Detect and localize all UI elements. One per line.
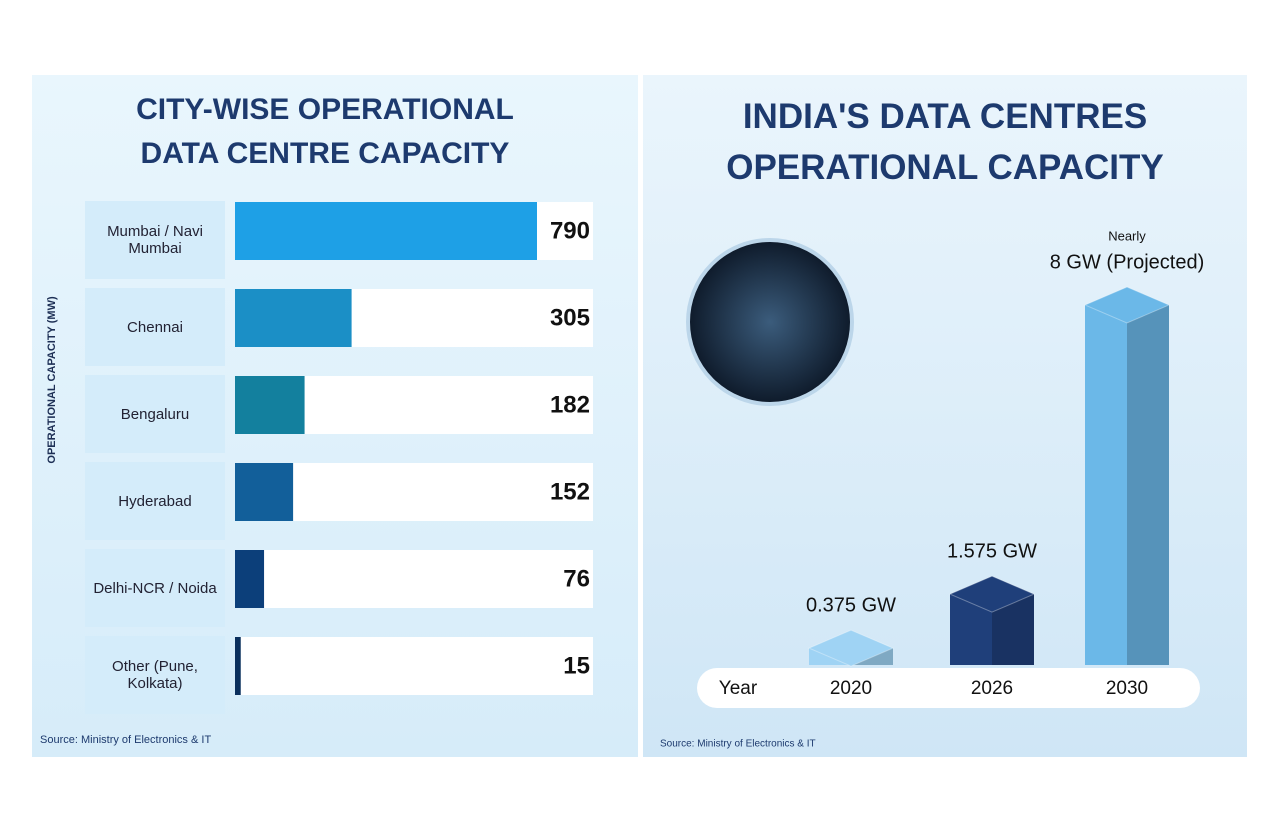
axis-label: Year — [719, 678, 758, 699]
value-label: 182 — [550, 391, 590, 418]
x-tick-label: 2030 — [1106, 678, 1148, 699]
chart-title: CITY-WISE OPERATIONAL DATA CENTRE CAPACI… — [136, 93, 514, 170]
bar — [235, 202, 537, 260]
bar — [807, 629, 895, 667]
bar-track — [235, 550, 593, 608]
bar-track — [235, 637, 593, 695]
bar-top — [807, 629, 895, 667]
value-label: 1.575 GW — [947, 540, 1037, 562]
value-label: 790 — [550, 217, 590, 244]
value-label: 305 — [550, 304, 590, 331]
bar — [948, 575, 1036, 665]
bar — [235, 289, 352, 347]
bar — [1083, 286, 1171, 665]
server-image — [686, 238, 854, 406]
value-label: 15 — [563, 652, 590, 679]
category-label: Mumbai / Navi Mumbai — [85, 201, 225, 279]
bar — [235, 637, 241, 695]
source: Source: Ministry of Electronics & IT — [40, 734, 211, 746]
year-strip — [697, 668, 1200, 708]
category-label: Other (Pune, Kolkata) — [85, 636, 225, 714]
bar-side — [1127, 305, 1169, 665]
bar-face — [1085, 305, 1127, 665]
axis-label: OPERATIONAL CAPACITY (MW) — [46, 296, 58, 464]
bar — [235, 463, 294, 521]
category-label: Bengaluru — [85, 375, 225, 453]
annotation: Nearly — [1108, 228, 1146, 243]
value-label: 76 — [563, 565, 590, 592]
category-label: Hyderabad — [85, 462, 225, 540]
bar — [235, 376, 305, 434]
category-label: Delhi-NCR / Noida — [85, 549, 225, 627]
bar-track — [235, 463, 593, 521]
x-tick-label: 2026 — [971, 678, 1013, 699]
category-label: Chennai — [85, 288, 225, 366]
x-tick-label: 2020 — [830, 678, 872, 699]
bar-top — [1083, 286, 1171, 324]
source: Source: Ministry of Electronics & IT — [660, 739, 816, 750]
chart-title: INDIA'S DATA CENTRES OPERATIONAL CAPACIT… — [726, 97, 1164, 187]
value-label: 152 — [550, 478, 590, 505]
value-label: 8 GW (Projected) — [1050, 251, 1204, 273]
value-label: 0.375 GW — [806, 594, 896, 616]
bar — [235, 550, 265, 608]
bar-top — [948, 575, 1036, 613]
